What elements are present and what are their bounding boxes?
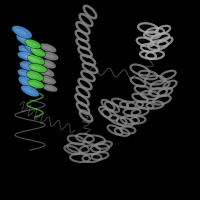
Ellipse shape <box>26 71 44 81</box>
Ellipse shape <box>19 36 29 43</box>
Ellipse shape <box>40 59 56 69</box>
Ellipse shape <box>26 56 37 62</box>
Ellipse shape <box>18 76 38 90</box>
Ellipse shape <box>23 64 35 70</box>
Ellipse shape <box>32 66 43 70</box>
Ellipse shape <box>17 51 35 61</box>
Ellipse shape <box>41 51 59 61</box>
Ellipse shape <box>17 69 37 81</box>
Ellipse shape <box>33 49 42 54</box>
Ellipse shape <box>29 73 39 78</box>
Ellipse shape <box>28 79 44 89</box>
Ellipse shape <box>15 28 27 35</box>
Ellipse shape <box>23 53 41 65</box>
Ellipse shape <box>27 44 36 51</box>
Ellipse shape <box>29 63 47 73</box>
Ellipse shape <box>30 57 40 62</box>
Ellipse shape <box>38 67 54 77</box>
Ellipse shape <box>27 42 37 46</box>
Ellipse shape <box>20 72 32 78</box>
Ellipse shape <box>12 26 32 38</box>
Ellipse shape <box>27 55 45 65</box>
Ellipse shape <box>45 86 54 90</box>
Ellipse shape <box>42 45 52 50</box>
Ellipse shape <box>40 69 50 74</box>
Ellipse shape <box>42 62 52 66</box>
Ellipse shape <box>16 34 34 46</box>
Ellipse shape <box>30 82 40 86</box>
Ellipse shape <box>42 84 58 92</box>
Ellipse shape <box>25 39 41 49</box>
Ellipse shape <box>31 47 45 57</box>
Ellipse shape <box>42 78 52 82</box>
Ellipse shape <box>44 54 54 58</box>
Ellipse shape <box>20 54 30 58</box>
Ellipse shape <box>24 42 40 54</box>
Ellipse shape <box>18 45 38 59</box>
Ellipse shape <box>24 88 35 94</box>
Ellipse shape <box>21 85 39 97</box>
Ellipse shape <box>40 75 56 85</box>
Ellipse shape <box>21 79 33 86</box>
Ellipse shape <box>20 61 40 73</box>
Ellipse shape <box>21 48 33 55</box>
Ellipse shape <box>39 43 57 53</box>
